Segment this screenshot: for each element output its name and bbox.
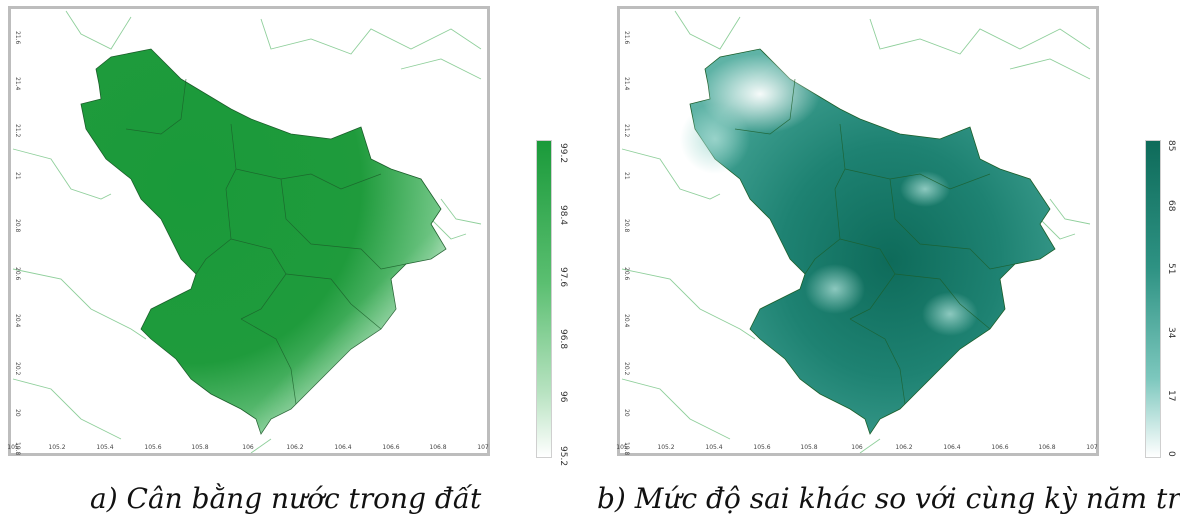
map-b-svg	[621, 10, 1091, 453]
x-tick-label: 106	[851, 444, 863, 451]
x-tick-label: 106.8	[1038, 444, 1056, 451]
x-tick-label: 106.8	[429, 444, 447, 451]
y-tick-label: 21.6	[14, 31, 21, 45]
colorbar-tick-label: 95.2	[558, 446, 568, 467]
y-tick-label: 20	[14, 409, 21, 417]
colorbar-tick-label: 68	[1166, 200, 1176, 212]
y-tick-label: 20.4	[623, 314, 630, 328]
colorbar-tick-label: 34	[1166, 327, 1176, 339]
y-tick-label: 20.8	[14, 219, 21, 233]
colorbar-tick-label: 96	[558, 391, 568, 403]
colorbar-soil-water-balance	[536, 140, 552, 458]
x-tick-label: 106.4	[334, 444, 352, 451]
x-tick-label: 105.8	[191, 444, 209, 451]
map-panel-difference-previous-year: 105 105.2 105.4 105.6 105.8 106 106.2 10…	[616, 6, 1099, 456]
y-tick-label: 20.2	[14, 362, 21, 376]
y-tick-label: 21.2	[14, 124, 21, 138]
colorbar-tick-label: 98.4	[558, 205, 568, 226]
y-tick-label: 21.2	[623, 124, 630, 138]
caption-difference-previous-year: b) Mức độ sai khác so với cùng kỳ năm tr…	[597, 482, 1180, 515]
x-tick-label: 107	[477, 444, 489, 451]
colorbar-difference	[1145, 140, 1161, 458]
x-tick-label: 105.8	[800, 444, 818, 451]
map-panel-soil-water-balance: 105 105.2 105.4 105.6 105.8 106 106.2 10…	[7, 6, 490, 456]
x-tick-label: 105.2	[48, 444, 66, 451]
y-tick-label: 21	[623, 172, 630, 180]
x-tick-label: 105.6	[144, 444, 162, 451]
y-tick-label: 21.6	[623, 31, 630, 45]
y-tick-label: 20.4	[14, 314, 21, 328]
x-tick-label: 105	[7, 444, 19, 451]
y-tick-label: 20.8	[623, 219, 630, 233]
x-tick-label: 105.2	[657, 444, 675, 451]
x-tick-label: 105	[616, 444, 628, 451]
x-tick-label: 105.4	[96, 444, 114, 451]
y-tick-label: 20.2	[623, 362, 630, 376]
x-tick-label: 106.2	[895, 444, 913, 451]
colorbar-tick-label: 85	[1166, 140, 1176, 152]
y-tick-label: 19.8	[14, 442, 21, 456]
colorbar-tick-label: 17	[1166, 390, 1176, 402]
colorbar-tick-label: 96.8	[558, 329, 568, 350]
map-a-svg	[12, 10, 482, 453]
x-tick-label: 106.6	[382, 444, 400, 451]
x-tick-label: 105.4	[705, 444, 723, 451]
colorbar-tick-label: 99.2	[558, 143, 568, 164]
colorbar-tick-label: 97.6	[558, 267, 568, 288]
y-tick-label: 20.6	[623, 267, 630, 281]
x-tick-label: 106.2	[286, 444, 304, 451]
y-tick-label: 20.6	[14, 267, 21, 281]
x-tick-label: 105.6	[753, 444, 771, 451]
y-tick-label: 21.4	[623, 77, 630, 91]
x-tick-label: 106.4	[943, 444, 961, 451]
y-tick-label: 21	[14, 172, 21, 180]
caption-soil-water-balance: a) Cân bằng nước trong đất	[90, 482, 482, 515]
x-tick-label: 107	[1086, 444, 1098, 451]
x-tick-label: 106	[242, 444, 254, 451]
x-tick-label: 106.6	[991, 444, 1009, 451]
colorbar-tick-label: 0	[1166, 451, 1176, 457]
y-tick-label: 19.8	[623, 442, 630, 456]
province-region-b	[689, 48, 1056, 435]
y-tick-label: 20	[623, 409, 630, 417]
map-b-boundaries	[621, 10, 1091, 453]
colorbar-tick-label: 51	[1166, 263, 1176, 275]
map-a-boundaries	[12, 10, 482, 453]
y-tick-label: 21.4	[14, 77, 21, 91]
